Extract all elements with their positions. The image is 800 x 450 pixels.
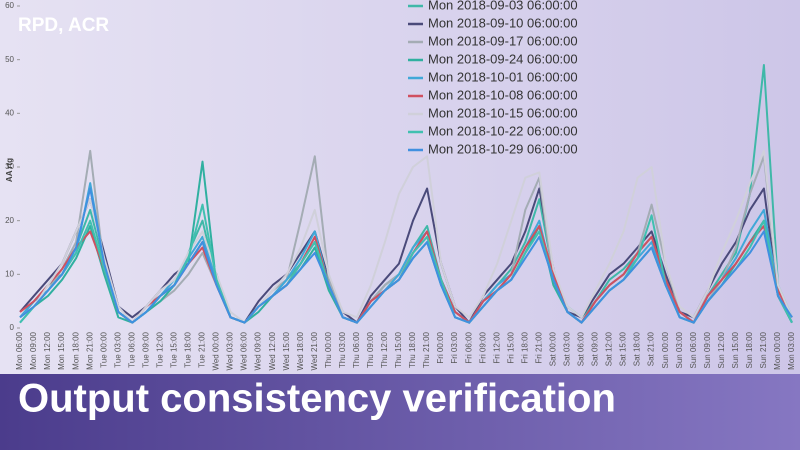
y-tick-label: 20	[5, 216, 14, 225]
x-tick-label: Sun 09:00	[703, 331, 712, 368]
x-tick-label: Tue 12:00	[155, 331, 164, 367]
x-tick-label: Wed 18:00	[296, 331, 305, 370]
x-tick-label: Mon 03:00	[787, 331, 796, 369]
x-tick-label: Mon 06:00	[15, 331, 24, 369]
y-tick-label: 50	[5, 55, 14, 64]
x-tick-label: Wed 00:00	[212, 331, 221, 370]
legend-label: Mon 2018-10-22 06:00:00	[428, 123, 578, 138]
y-tick-label: 10	[5, 269, 14, 278]
x-tick-label: Thu 09:00	[366, 331, 375, 368]
legend-label: Mon 2018-10-15 06:00:00	[428, 105, 578, 120]
x-tick-label: Sun 03:00	[675, 331, 684, 368]
x-tick-label: Thu 00:00	[324, 331, 333, 368]
x-tick-label: Thu 18:00	[408, 331, 417, 368]
caption: Output consistency verification	[18, 377, 616, 421]
x-tick-label: Mon 15:00	[57, 331, 66, 369]
series-line	[19, 187, 793, 324]
x-tick-label: Fri 12:00	[492, 331, 501, 363]
x-tick-label: Fri 00:00	[436, 331, 445, 363]
y-tick-label: 30	[5, 162, 14, 171]
legend-label: Mon 2018-09-24 06:00:00	[428, 51, 578, 66]
legend-label: Mon 2018-10-29 06:00:00	[428, 141, 578, 156]
x-tick-label: Fri 06:00	[464, 331, 473, 363]
caption-band	[0, 374, 800, 450]
x-tick-label: Sat 15:00	[619, 331, 628, 366]
x-tick-label: Fri 03:00	[450, 331, 459, 363]
x-tick-label: Thu 21:00	[422, 331, 431, 368]
x-tick-label: Sun 06:00	[689, 331, 698, 368]
x-tick-label: Tue 09:00	[141, 331, 150, 367]
x-tick-label: Fri 15:00	[506, 331, 515, 363]
x-tick-label: Tue 03:00	[113, 331, 122, 367]
x-tick-label: Sun 00:00	[661, 331, 670, 368]
y-tick-label: 0	[10, 323, 15, 332]
x-tick-label: Mon 12:00	[43, 331, 52, 369]
x-tick-label: Fri 09:00	[478, 331, 487, 363]
legend-label: Mon 2018-09-10 06:00:00	[428, 15, 578, 30]
y-axis-label: AA rtg	[5, 158, 14, 182]
x-tick-label: Thu 03:00	[338, 331, 347, 368]
x-tick-label: Sat 03:00	[563, 331, 572, 366]
x-tick-label: Wed 12:00	[268, 331, 277, 370]
x-tick-label: Mon 00:00	[773, 331, 782, 369]
x-tick-label: Sat 18:00	[633, 331, 642, 366]
x-tick-label: Tue 06:00	[127, 331, 136, 367]
x-tick-label: Tue 18:00	[184, 331, 193, 367]
x-tick-label: Wed 21:00	[310, 331, 319, 370]
x-tick-label: Mon 09:00	[29, 331, 38, 369]
x-tick-label: Sun 21:00	[759, 331, 768, 368]
plot: 0 10 20 30 40 50 60 Mon 06:00 Mon 09:00 Mon 12:00…	[5, 1, 796, 370]
slide-label: RPD, ACR	[18, 15, 109, 36]
x-tick-label: Sun 18:00	[745, 331, 754, 368]
x-tick-label: Wed 15:00	[282, 331, 291, 370]
x-tick-label: Mon 18:00	[71, 331, 80, 369]
x-tick-label: Tue 00:00	[99, 331, 108, 367]
x-tick-label: Mon 21:00	[85, 331, 94, 369]
y-tick-label: 60	[5, 1, 14, 10]
x-tick-label: Tue 15:00	[170, 331, 179, 367]
x-tick-label: Thu 06:00	[352, 331, 361, 368]
x-tick-label: Thu 15:00	[394, 331, 403, 368]
legend-label: Mon 2018-10-01 06:00:00	[428, 69, 578, 84]
x-tick-label: Tue 21:00	[198, 331, 207, 367]
x-tick-label: Sat 12:00	[605, 331, 614, 366]
series-line	[19, 149, 793, 324]
y-tick-label: 40	[5, 108, 14, 117]
legend-label: Mon 2018-09-03 06:00:00	[428, 0, 578, 12]
x-tick-label: Sun 12:00	[717, 331, 726, 368]
x-tick-label: Sat 09:00	[591, 331, 600, 366]
legend-label: Mon 2018-09-17 06:00:00	[428, 33, 578, 48]
x-tick-label: Sat 00:00	[548, 331, 557, 366]
x-tick-label: Fri 18:00	[520, 331, 529, 363]
legend-label: Mon 2018-10-08 06:00:00	[428, 87, 578, 102]
x-tick-label: Sat 06:00	[577, 331, 586, 366]
x-tick-label: Fri 21:00	[534, 331, 543, 363]
x-tick-label: Thu 12:00	[380, 331, 389, 368]
x-tick-label: Sun 15:00	[731, 331, 740, 368]
x-tick-label: Wed 03:00	[226, 331, 235, 370]
x-tick-label: Wed 06:00	[240, 331, 249, 370]
x-tick-label: Sat 21:00	[647, 331, 656, 366]
x-tick-label: Wed 09:00	[254, 331, 263, 370]
